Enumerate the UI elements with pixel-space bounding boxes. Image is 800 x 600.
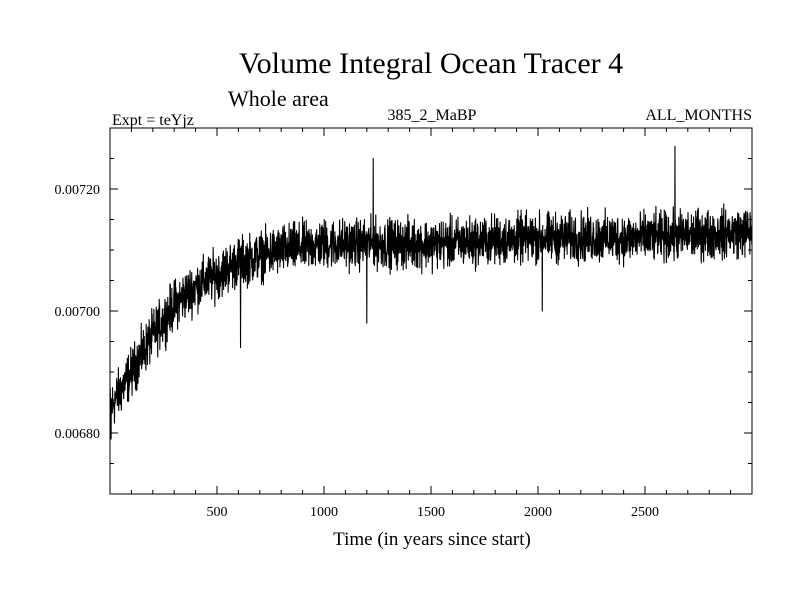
experiment-label: Expt = teYjz xyxy=(112,112,194,129)
x-axis-label: Time (in years since start) xyxy=(333,529,531,550)
x-tick-label: 2500 xyxy=(631,505,659,520)
x-tick-label: 2000 xyxy=(524,505,552,520)
y-tick-label: 0.00700 xyxy=(55,305,101,320)
chart-subtitle: Whole area xyxy=(228,86,329,111)
run-label: 385_2_MaBP xyxy=(388,107,477,124)
plot-frame xyxy=(109,127,753,495)
x-tick-label: 1000 xyxy=(310,505,338,520)
plot-area: 500 1000 1500 2000 2500 0.00680 0.00700 0.00720 xyxy=(55,127,753,520)
x-tick-label: 500 xyxy=(207,505,228,520)
chart-title: Volume Integral Ocean Tracer 4 xyxy=(239,47,623,80)
y-tick-label: 0.00720 xyxy=(55,183,101,198)
y-tick-label: 0.00680 xyxy=(55,427,101,442)
series-line xyxy=(109,145,753,440)
x-tick-label: 1500 xyxy=(417,505,445,520)
months-label: ALL_MONTHS xyxy=(645,107,752,124)
